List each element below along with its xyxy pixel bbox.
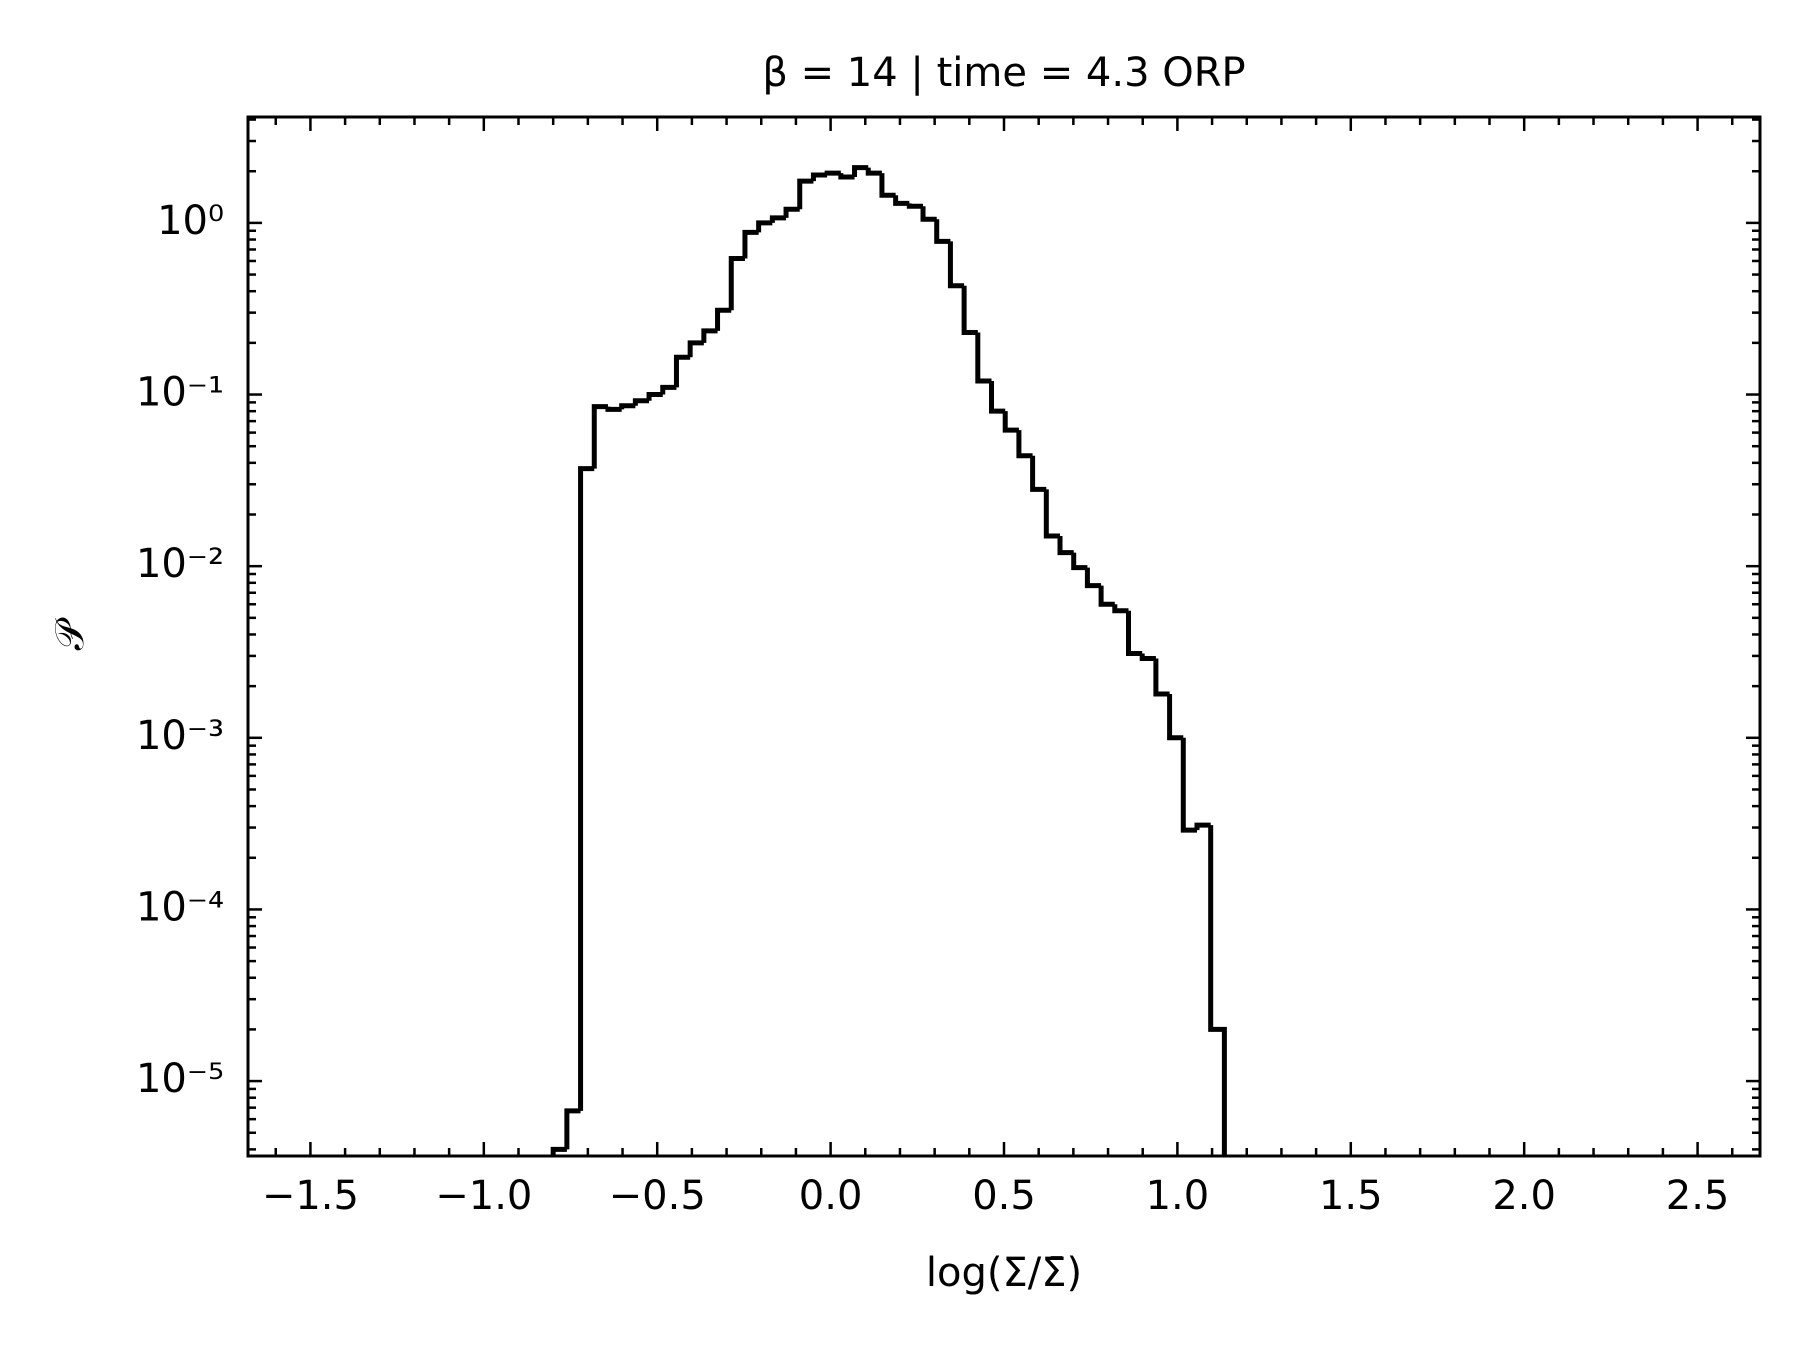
axes-frame [246,115,1762,1158]
histogram-step [1084,567,1102,589]
histogram-step [989,380,1006,414]
y-tick-label: 10⁻³ [136,713,224,759]
histogram-step [728,256,745,311]
x-tick-label: 1.0 [1146,1173,1210,1219]
y-axis-label: 𝒫 [47,617,93,650]
histogram-step [605,406,622,412]
histogram-step [879,173,896,198]
x-tick-label: −1.0 [435,1173,532,1219]
x-axis-label: log(Σ/Σ̄) [926,1250,1082,1296]
plot-area [550,165,1227,1156]
histogram-step [591,404,608,469]
histogram-step [578,466,595,1111]
histogram-step [810,172,828,182]
histogram-step [1167,693,1184,741]
histogram-step [947,241,965,289]
histogram-step [961,285,978,335]
histogram-step [1153,658,1170,697]
x-tick-label: 0.0 [799,1173,863,1219]
histogram-step [797,178,814,210]
x-tick-label: 2.5 [1666,1173,1730,1219]
histogram-step [1139,653,1156,661]
histogram-step [1194,822,1211,831]
histogram-step [564,1108,581,1150]
histogram-step [756,220,773,233]
histogram-step [660,384,677,395]
histogram-step [1016,430,1033,459]
histogram-step [715,307,732,331]
histogram-step [934,219,951,244]
histogram-step [906,203,924,209]
histogram-step [893,195,910,206]
histogram-step [783,206,800,218]
histogram-step [1098,585,1115,607]
y-tick-label: 10⁻⁴ [136,884,224,930]
histogram-step [1180,737,1197,833]
histogram-step [865,167,882,176]
histogram-step [1112,604,1129,614]
histogram-step [1057,535,1074,556]
y-tick-label: 10⁻² [136,541,224,587]
histogram-step [701,328,718,343]
histogram-step [1002,411,1019,433]
histogram-step [1030,455,1047,492]
x-tick-label: −1.5 [262,1173,359,1219]
histogram-step [1043,489,1061,539]
histogram-step [632,398,650,406]
histogram-step [550,1146,567,1156]
y-tick-label: 10⁰ [157,198,224,244]
x-tick-label: 0.5 [972,1173,1036,1219]
y-tick-label: 10⁻¹ [136,370,224,416]
histogram-step [673,354,691,388]
histogram-step [920,206,937,222]
histogram-step [838,173,855,180]
histogram-step [619,403,636,410]
histogram-step [1126,610,1143,656]
y-tick-label: 10⁻⁵ [136,1056,224,1102]
histogram-step [646,392,663,401]
histogram-step [1071,552,1088,571]
histogram-step [975,332,992,384]
histogram-step [852,165,869,178]
x-tick-label: 1.5 [1319,1173,1383,1219]
histogram-step [769,215,787,223]
histogram-step [1208,825,1227,1156]
chart-title: β = 14 | time = 4.3 ORP [762,50,1245,96]
histogram-step [824,170,841,176]
x-tick-label: 2.0 [1492,1173,1556,1219]
histogram-step [687,340,704,358]
x-tick-label: −0.5 [609,1173,706,1219]
histogram-step [742,229,759,259]
